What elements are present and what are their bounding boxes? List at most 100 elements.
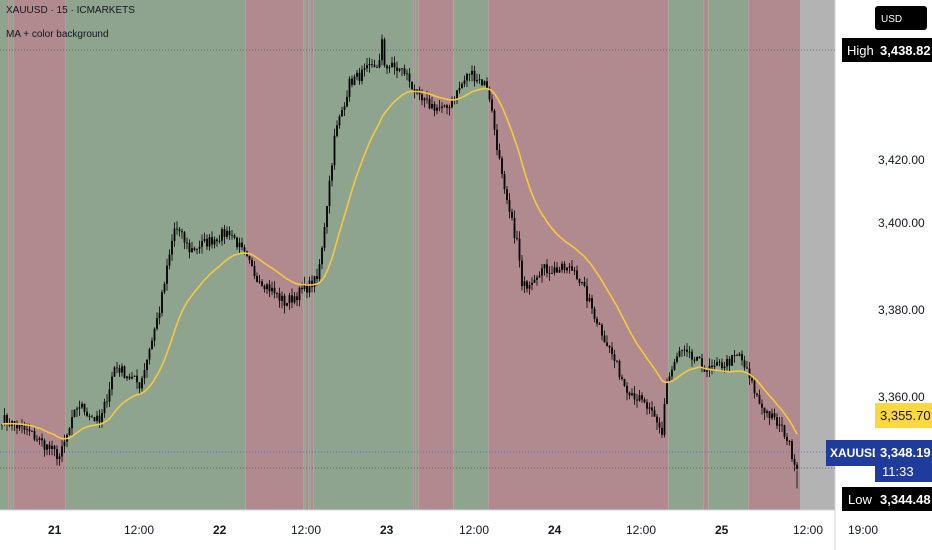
candle-body — [536, 277, 538, 280]
candle-body — [408, 73, 411, 82]
candle-body — [546, 264, 548, 273]
candle-body — [748, 368, 751, 379]
candle-body — [403, 68, 406, 74]
candle-body — [376, 67, 378, 68]
candle-body — [711, 365, 713, 368]
candle-body — [88, 416, 91, 417]
candle-body — [53, 445, 56, 450]
low-value-text: 3,344.48 — [880, 492, 931, 507]
candle-body — [23, 425, 26, 430]
candle-body — [673, 361, 676, 370]
bull-band — [453, 0, 489, 510]
bear-band — [413, 0, 416, 510]
candle-body — [681, 349, 683, 351]
candle-body — [381, 39, 383, 61]
candle-body — [636, 399, 638, 401]
candle-body — [508, 199, 511, 212]
candle-body — [328, 180, 331, 207]
candle-body — [601, 324, 603, 336]
candle-body — [366, 65, 368, 69]
candle-body — [611, 347, 613, 355]
high-label-text: High — [847, 43, 874, 58]
candle-body — [773, 413, 776, 418]
candle-body — [588, 298, 591, 302]
candle-body — [378, 60, 381, 68]
candle-body — [528, 284, 531, 289]
candle-body — [458, 88, 461, 91]
candle-body — [613, 354, 616, 361]
candle-body — [648, 407, 651, 409]
candle-body — [746, 367, 748, 369]
candle-body — [516, 237, 518, 239]
candle-body — [766, 411, 768, 413]
time-label-21: 21 — [48, 523, 62, 537]
countdown-text: 11:33 — [882, 464, 914, 479]
candle-body — [111, 376, 113, 390]
bear-band — [305, 0, 309, 510]
candle-body — [231, 234, 233, 236]
candle-body — [346, 96, 348, 107]
last-symbol-tag — [826, 440, 875, 466]
candle-body — [566, 267, 568, 271]
candle-body — [423, 98, 426, 101]
candle-body — [571, 266, 573, 271]
currency-button[interactable] — [875, 6, 927, 30]
candle-body — [728, 358, 731, 366]
candle-body — [706, 370, 708, 372]
candle-body — [676, 356, 678, 362]
candle-body — [21, 424, 23, 426]
last-symbol-text: XAUUSD — [830, 446, 881, 460]
candle-body — [526, 281, 528, 289]
symbol-header: XAUUSD · 15 · ICMARKETS — [6, 5, 135, 16]
candle-body — [618, 360, 621, 378]
last-value-text: 3,348.19 — [880, 445, 931, 460]
candle-body — [671, 369, 673, 377]
candle-body — [263, 285, 266, 290]
bear-band — [310, 0, 314, 510]
future-area — [800, 0, 835, 510]
time-label-1200-d: 12:00 — [626, 523, 656, 537]
price-tick-3380: 3,380.00 — [878, 303, 925, 317]
candle-body — [598, 323, 601, 325]
candle-body — [411, 81, 413, 90]
candle-body — [451, 100, 453, 108]
candle-body — [716, 361, 718, 366]
candle-body — [241, 242, 243, 248]
candle-body — [616, 360, 618, 362]
candle-body — [26, 429, 28, 431]
candle-body — [96, 415, 98, 421]
time-label-1200-b: 12:00 — [291, 523, 321, 537]
candle-body — [491, 99, 493, 111]
candle-body — [361, 69, 363, 82]
price-tick-3400: 3,400.00 — [878, 216, 925, 230]
candle-body — [523, 281, 526, 287]
candle-body — [663, 404, 666, 435]
high-label-tag — [842, 38, 875, 62]
time-axis-panel — [0, 510, 932, 550]
candle-body — [468, 73, 471, 75]
candle-body — [211, 237, 213, 245]
candle-body — [281, 295, 283, 301]
candle-body — [758, 394, 761, 404]
candle-body — [388, 67, 391, 69]
candle-body — [273, 287, 276, 294]
candle-body — [298, 287, 301, 301]
bear-band — [703, 0, 709, 510]
candle-body — [36, 439, 38, 441]
candle-body — [731, 355, 733, 366]
bear-band — [245, 0, 304, 510]
candle-body — [146, 359, 148, 371]
candle-body — [271, 287, 273, 292]
candle-body — [228, 230, 231, 236]
candle-body — [608, 345, 611, 348]
candle-body — [561, 263, 563, 270]
candle-body — [793, 458, 796, 465]
bear-band — [418, 0, 454, 510]
candle-body — [98, 415, 101, 423]
candle-body — [386, 65, 388, 69]
candle-body — [128, 376, 131, 379]
candle-body — [496, 129, 498, 151]
candle-body — [593, 308, 596, 319]
candle-body — [253, 266, 256, 276]
